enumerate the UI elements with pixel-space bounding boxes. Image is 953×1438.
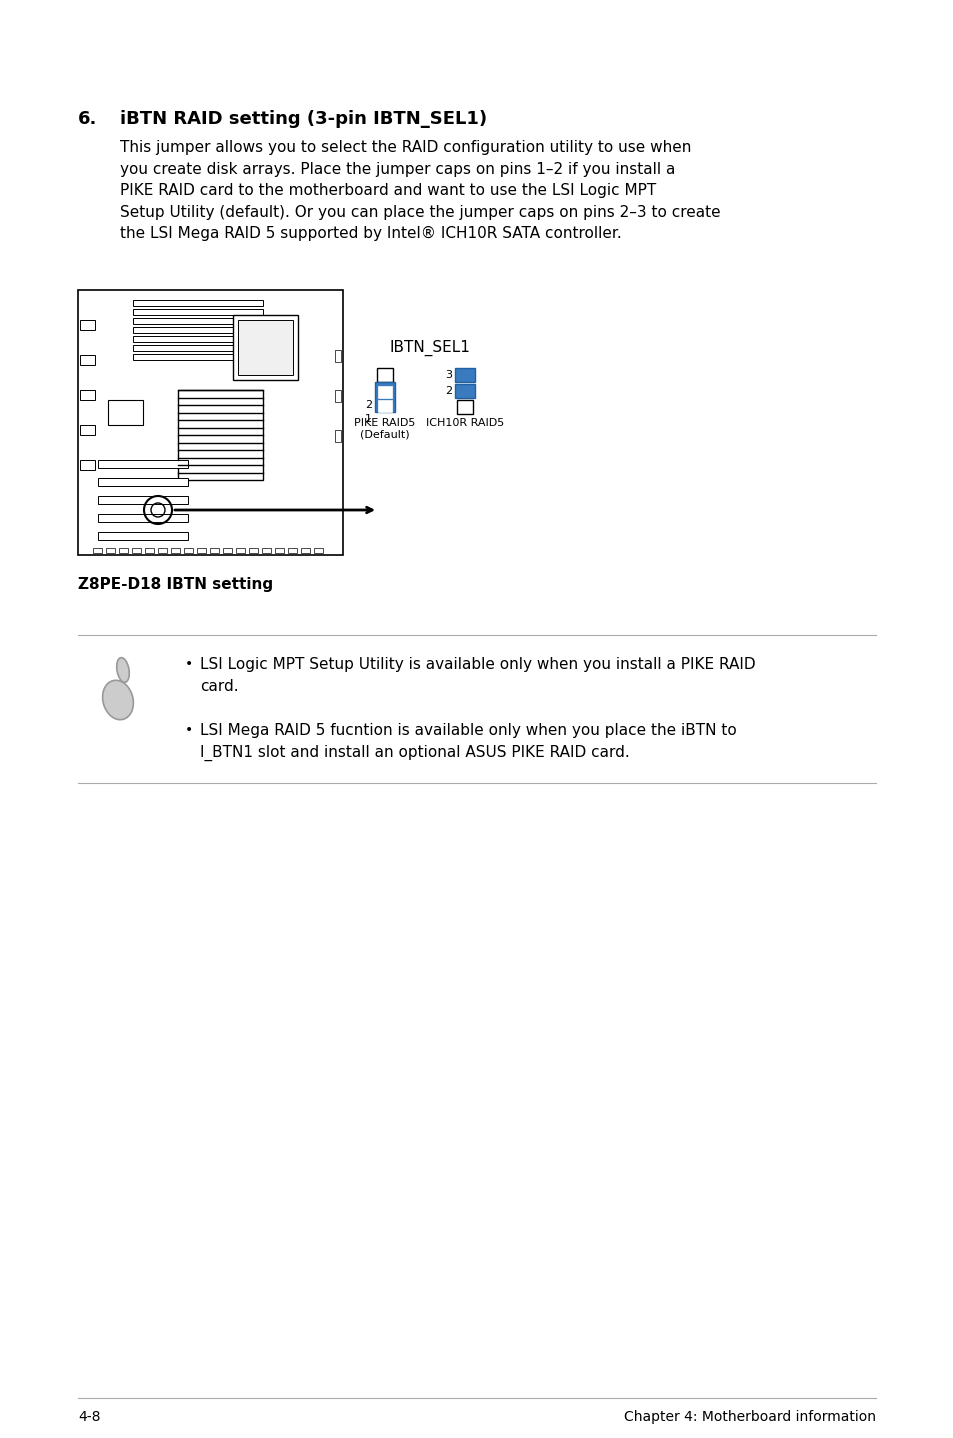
Bar	[98, 496, 188, 503]
Bar	[233, 315, 297, 380]
Ellipse shape	[116, 657, 130, 683]
Text: This jumper allows you to select the RAID configuration utility to use when
you : This jumper allows you to select the RAI…	[120, 139, 720, 242]
Bar	[274, 548, 284, 554]
Bar	[375, 383, 395, 413]
Bar	[335, 390, 340, 403]
Text: 2: 2	[364, 400, 372, 410]
Bar	[80, 426, 95, 436]
Bar	[223, 548, 232, 554]
Text: ICH10R RAID5: ICH10R RAID5	[425, 418, 503, 429]
Bar	[235, 548, 245, 554]
Bar	[455, 368, 475, 383]
Bar	[455, 368, 475, 383]
Bar	[376, 368, 393, 383]
Bar	[301, 548, 310, 554]
Text: LSI Mega RAID 5 fucntion is available only when you place the iBTN to
I_BTN1 slo: LSI Mega RAID 5 fucntion is available on…	[200, 723, 736, 761]
Text: 3: 3	[444, 370, 452, 380]
Bar	[98, 532, 188, 541]
Bar	[106, 548, 115, 554]
Bar	[80, 460, 95, 470]
Bar	[237, 321, 293, 375]
Bar	[375, 383, 395, 413]
Bar	[335, 430, 340, 441]
Bar	[108, 400, 143, 426]
Bar	[288, 548, 296, 554]
Text: Chapter 4: Motherboard information: Chapter 4: Motherboard information	[623, 1411, 875, 1424]
Bar	[98, 460, 188, 467]
Bar	[178, 390, 263, 480]
Text: PIKE RAID5
(Default): PIKE RAID5 (Default)	[354, 418, 416, 440]
Bar	[80, 355, 95, 365]
Text: IBTN_SEL1: IBTN_SEL1	[390, 339, 471, 357]
Bar	[335, 349, 340, 362]
Bar	[145, 548, 153, 554]
Text: 6.: 6.	[78, 109, 97, 128]
Ellipse shape	[103, 680, 133, 719]
Bar	[456, 400, 473, 414]
Bar	[132, 336, 263, 342]
Bar	[132, 318, 263, 324]
Bar	[92, 548, 102, 554]
Text: 2: 2	[444, 385, 452, 395]
Bar	[132, 301, 263, 306]
Text: Z8PE-D18 IBTN setting: Z8PE-D18 IBTN setting	[78, 577, 273, 592]
Bar	[119, 548, 128, 554]
Bar	[80, 321, 95, 329]
Text: LSI Logic MPT Setup Utility is available only when you install a PIKE RAID
card.: LSI Logic MPT Setup Utility is available…	[200, 657, 755, 693]
Bar	[132, 345, 263, 351]
Bar	[184, 548, 193, 554]
Bar	[196, 548, 206, 554]
Bar	[132, 354, 263, 360]
Text: 1: 1	[365, 414, 372, 424]
Text: iBTN RAID setting (3-pin IBTN_SEL1): iBTN RAID setting (3-pin IBTN_SEL1)	[120, 109, 487, 128]
Bar	[98, 477, 188, 486]
Bar	[132, 326, 263, 334]
Bar	[455, 384, 475, 398]
Text: 4-8: 4-8	[78, 1411, 100, 1424]
Bar	[80, 390, 95, 400]
Bar	[262, 548, 271, 554]
Bar	[98, 513, 188, 522]
Bar	[377, 400, 392, 413]
Bar	[249, 548, 257, 554]
Text: •: •	[185, 657, 193, 672]
Bar	[158, 548, 167, 554]
Bar	[210, 548, 219, 554]
Bar	[377, 385, 392, 398]
Bar	[78, 290, 343, 555]
Bar	[455, 384, 475, 398]
Bar	[171, 548, 180, 554]
Bar	[132, 548, 141, 554]
Bar	[314, 548, 323, 554]
Bar	[132, 309, 263, 315]
Text: •: •	[185, 723, 193, 738]
